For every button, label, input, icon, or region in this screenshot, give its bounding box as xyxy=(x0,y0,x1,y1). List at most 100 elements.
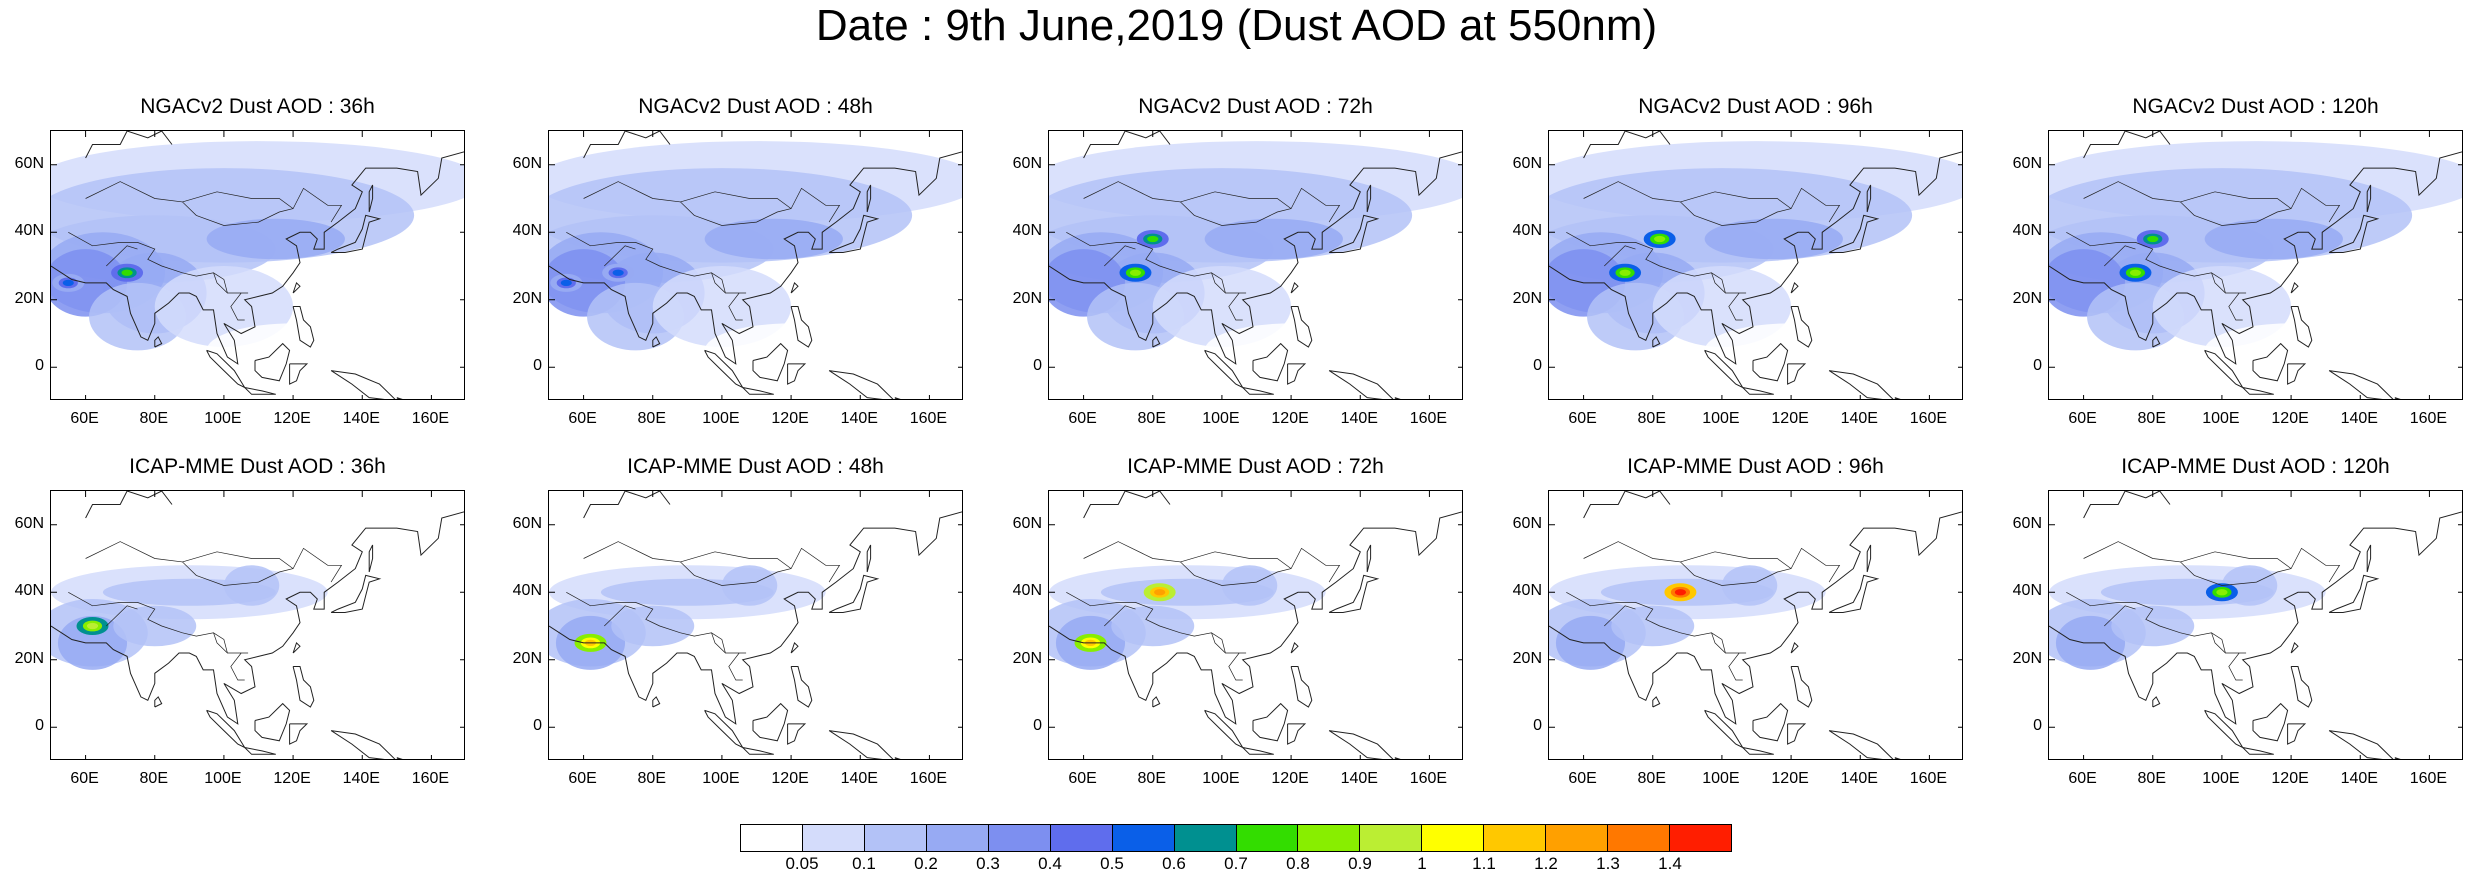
lon-tick-label: 80E xyxy=(139,770,168,787)
lat-tick-label: 60N xyxy=(2012,514,2042,532)
colorbar-label: 0.4 xyxy=(1038,854,1062,873)
lon-tick-label: 140E xyxy=(2340,770,2378,787)
dust-field xyxy=(2111,605,2195,647)
coastline xyxy=(1790,281,1799,294)
coastline xyxy=(292,641,301,654)
country-border xyxy=(680,551,792,569)
country-border xyxy=(182,551,294,569)
coastline xyxy=(894,757,901,759)
coastline xyxy=(1049,151,1462,365)
dust-field xyxy=(1204,323,1378,378)
lon-tick-label: 80E xyxy=(1137,770,1166,787)
lat-tick-label: 40N xyxy=(1012,222,1042,240)
lat-tick-label: 20N xyxy=(2012,649,2042,667)
dust-field xyxy=(2204,323,2378,378)
coastline xyxy=(2328,574,2380,613)
lon-tick-label: 160E xyxy=(2409,410,2448,427)
aod-hotspot xyxy=(86,622,99,630)
country-border xyxy=(1211,632,1247,654)
coastline xyxy=(790,666,813,708)
country-border xyxy=(1180,551,1292,569)
coastline xyxy=(866,184,872,213)
colorbar-label: 0.5 xyxy=(1100,854,1124,873)
coastline xyxy=(1287,723,1307,745)
coastline xyxy=(2394,757,2401,759)
country-border xyxy=(182,191,294,209)
lon-tick-label: 140E xyxy=(2340,410,2378,427)
lat-tick-label: 40N xyxy=(2012,582,2042,600)
lon-tick-label: 100E xyxy=(1702,770,1740,787)
coastline xyxy=(1828,214,1880,253)
coastline xyxy=(1894,397,1901,399)
coastline xyxy=(1049,511,1462,725)
coastline xyxy=(583,491,671,519)
coastline xyxy=(2242,387,2274,395)
country-border xyxy=(1711,632,1747,654)
coastline xyxy=(2252,342,2289,382)
coastline xyxy=(1828,370,1894,399)
lat-tick-label: 0 xyxy=(2033,357,2042,375)
panel-title: ICAP-MME Dust AOD : 36h xyxy=(129,455,386,478)
coastline xyxy=(254,702,291,742)
country-border xyxy=(106,605,138,627)
coastline xyxy=(1290,306,1313,348)
country-border xyxy=(604,605,636,627)
lat-tick-label: 0 xyxy=(1033,717,1042,735)
lon-tick-label: 60E xyxy=(70,770,99,787)
coastline xyxy=(2242,747,2274,755)
coastline xyxy=(396,757,403,759)
country-border xyxy=(1728,652,1743,681)
lat-tick-label: 60N xyxy=(1012,514,1042,532)
coastline xyxy=(1204,349,1245,389)
map-panel xyxy=(1048,130,1463,400)
aod-hotspot xyxy=(1154,589,1166,596)
country-border xyxy=(1566,231,1726,294)
lat-tick-label: 0 xyxy=(2033,717,2042,735)
coastline xyxy=(1790,306,1813,348)
lon-tick-label: 100E xyxy=(2202,410,2240,427)
coastline xyxy=(289,363,309,385)
coastline xyxy=(1652,336,1661,348)
country-border xyxy=(106,245,138,267)
coastline xyxy=(1787,723,1807,745)
coastline xyxy=(2083,491,2171,519)
coastline xyxy=(2152,696,2161,708)
lat-tick-label: 20N xyxy=(512,649,542,667)
coastline xyxy=(254,342,291,382)
country-border xyxy=(1566,591,1726,654)
dust-field xyxy=(704,323,878,378)
colorbar-label: 1.3 xyxy=(1596,854,1620,873)
lat-tick-label: 0 xyxy=(35,717,44,735)
country-border xyxy=(1083,541,1341,586)
lon-tick-label: 60E xyxy=(2068,770,2097,787)
country-border xyxy=(2066,591,2226,654)
country-border xyxy=(604,245,636,267)
coastline xyxy=(396,397,403,399)
coastline xyxy=(1549,511,1962,725)
lon-tick-label: 60E xyxy=(1068,410,1097,427)
aod-map xyxy=(1049,131,1462,399)
coastline xyxy=(583,131,671,159)
coastline xyxy=(1394,757,1401,759)
country-border xyxy=(230,652,245,681)
colorbar-label: 0.9 xyxy=(1348,854,1372,873)
coastline xyxy=(51,511,464,725)
map-panel xyxy=(2048,490,2463,760)
coastline xyxy=(206,349,247,389)
coastline xyxy=(85,491,173,519)
lon-tick-label: 100E xyxy=(1702,410,1740,427)
lon-tick-label: 140E xyxy=(1340,410,1378,427)
coastline xyxy=(1742,387,1774,395)
colorbar-swatch xyxy=(1298,825,1361,851)
coastline xyxy=(292,666,315,708)
panel-title: NGACv2 Dust AOD : 96h xyxy=(1638,95,1873,118)
lat-tick-label: 0 xyxy=(1033,357,1042,375)
coastline xyxy=(2049,151,2462,365)
map-panel xyxy=(548,490,963,760)
colorbar xyxy=(740,824,1732,852)
dust-field xyxy=(704,218,843,260)
lat-tick-label: 0 xyxy=(35,357,44,375)
dust-field xyxy=(1111,605,1195,647)
coastline xyxy=(2083,131,2171,159)
coastline xyxy=(704,349,745,389)
